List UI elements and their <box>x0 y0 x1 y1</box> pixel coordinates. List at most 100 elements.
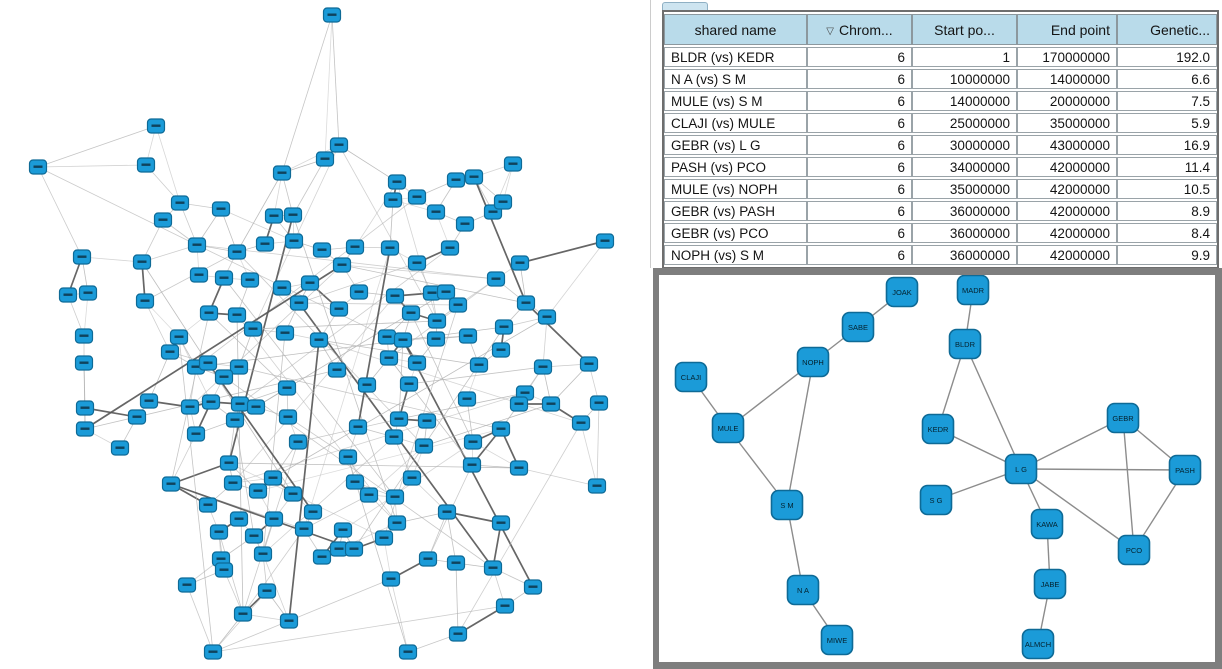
graph-node[interactable] <box>153 212 173 228</box>
graph-node[interactable] <box>127 409 147 425</box>
table-cell[interactable]: 42000000 <box>1017 179 1117 199</box>
graph-node-SABE[interactable]: SABE <box>841 311 875 343</box>
graph-edge[interactable] <box>239 247 451 405</box>
graph-edge[interactable] <box>298 302 459 306</box>
graph-edge[interactable] <box>368 445 425 496</box>
graph-node[interactable] <box>384 429 404 445</box>
graph-edge[interactable] <box>155 125 181 204</box>
table-cell[interactable]: 6 <box>807 223 912 243</box>
graph-node[interactable] <box>379 350 399 366</box>
graph-edge[interactable] <box>341 264 497 280</box>
graph-edge[interactable] <box>170 433 197 485</box>
table-row[interactable]: GEBR (vs) L G 6 30000000 43000000 16.9 <box>664 135 1217 155</box>
graph-edge[interactable] <box>223 376 494 569</box>
table-cell[interactable]: 6.6 <box>1117 69 1217 89</box>
graph-node[interactable] <box>329 541 349 557</box>
graph-node[interactable] <box>516 295 536 311</box>
table-cell[interactable]: 6 <box>807 201 912 221</box>
table-cell[interactable]: 6 <box>807 157 912 177</box>
table-row[interactable]: CLAJI (vs) MULE 6 25000000 35000000 5.9 <box>664 113 1217 133</box>
graph-node[interactable] <box>240 272 260 288</box>
column-header-start-po[interactable]: Start po... <box>912 14 1017 45</box>
graph-edge[interactable] <box>292 158 326 216</box>
graph-node[interactable] <box>383 192 403 208</box>
graph-node[interactable] <box>486 271 506 287</box>
graph-node[interactable] <box>272 280 292 296</box>
graph-edge[interactable] <box>546 240 606 318</box>
graph-node[interactable] <box>387 174 407 190</box>
graph-node[interactable] <box>136 157 156 173</box>
graph-edge[interactable] <box>338 144 438 322</box>
graph-node[interactable] <box>169 329 189 345</box>
graph-edge[interactable] <box>223 277 396 498</box>
graph-node[interactable] <box>407 255 427 271</box>
graph-node-LG[interactable]: L G <box>1004 453 1038 485</box>
graph-node[interactable] <box>426 204 446 220</box>
graph-node-KAWA[interactable]: KAWA <box>1030 508 1064 540</box>
graph-node[interactable] <box>571 415 591 431</box>
table-row[interactable]: MULE (vs) S M 6 14000000 20000000 7.5 <box>664 91 1217 111</box>
graph-edge[interactable] <box>212 578 392 653</box>
graph-edge[interactable] <box>427 511 448 560</box>
graph-node[interactable] <box>223 475 243 491</box>
graph-edge[interactable] <box>144 300 171 353</box>
graph-node-JOAK[interactable]: JOAK <box>885 276 919 308</box>
graph-node[interactable] <box>402 470 422 486</box>
table-cell[interactable]: BLDR (vs) KEDR <box>664 47 807 67</box>
graph-node[interactable] <box>503 156 523 172</box>
graph-node[interactable] <box>464 169 484 185</box>
graph-node[interactable] <box>219 455 239 471</box>
graph-node[interactable] <box>349 284 369 300</box>
graph-node-PASH[interactable]: PASH <box>1168 454 1202 486</box>
graph-node-GEBR[interactable]: GEBR <box>1106 402 1140 434</box>
graph-node[interactable] <box>458 328 478 344</box>
graph-node-CLAJI[interactable]: CLAJI <box>674 361 708 393</box>
graph-node[interactable] <box>579 356 599 372</box>
graph-node[interactable] <box>448 626 468 642</box>
table-row[interactable]: MULE (vs) NOPH 6 35000000 42000000 10.5 <box>664 179 1217 199</box>
table-cell[interactable]: MULE (vs) NOPH <box>664 179 807 199</box>
table-cell[interactable]: 42000000 <box>1017 245 1117 265</box>
table-cell[interactable]: CLAJI (vs) MULE <box>664 113 807 133</box>
graph-node[interactable] <box>523 579 543 595</box>
graph-node[interactable] <box>139 393 159 409</box>
graph-node[interactable] <box>462 457 482 473</box>
graph-edge[interactable] <box>170 462 230 485</box>
graph-node[interactable] <box>227 307 247 323</box>
table-cell[interactable]: 35000000 <box>912 179 1017 199</box>
graph-edge-GEBR-PCO[interactable] <box>1122 417 1135 551</box>
table-cell[interactable]: 34000000 <box>912 157 1017 177</box>
graph-node[interactable] <box>253 546 273 562</box>
table-cell[interactable]: 6 <box>807 245 912 265</box>
graph-node[interactable] <box>288 434 308 450</box>
graph-node[interactable] <box>74 328 94 344</box>
graph-node[interactable] <box>283 207 303 223</box>
graph-edge[interactable] <box>357 247 391 428</box>
graph-edge[interactable] <box>84 264 343 430</box>
graph-node-JABE[interactable]: JABE <box>1033 568 1067 600</box>
graph-edge[interactable] <box>186 584 214 653</box>
graph-edge[interactable] <box>338 144 398 183</box>
table-cell[interactable]: 14000000 <box>1017 69 1117 89</box>
graph-edge-LG-PCO[interactable] <box>1020 468 1135 551</box>
graph-edge[interactable] <box>234 419 255 537</box>
graph-node[interactable] <box>329 137 349 153</box>
graph-node-SG[interactable]: S G <box>919 484 953 516</box>
table-row[interactable]: PASH (vs) PCO 6 34000000 42000000 11.4 <box>664 157 1217 177</box>
graph-edge[interactable] <box>81 256 143 263</box>
graph-node[interactable] <box>263 470 283 486</box>
graph-node[interactable] <box>211 201 231 217</box>
graph-edge[interactable] <box>423 403 552 447</box>
graph-edge[interactable] <box>228 462 385 539</box>
graph-node[interactable] <box>332 257 352 273</box>
table-cell[interactable]: GEBR (vs) PASH <box>664 201 807 221</box>
graph-node[interactable] <box>244 528 264 544</box>
graph-edge[interactable] <box>281 14 333 174</box>
graph-edge[interactable] <box>232 295 396 484</box>
graph-node-SM[interactable]: S M <box>770 489 804 521</box>
graph-node[interactable] <box>491 515 511 531</box>
graph-node[interactable] <box>248 483 268 499</box>
graph-node[interactable] <box>457 391 477 407</box>
table-cell[interactable]: 6 <box>807 69 912 89</box>
graph-node[interactable] <box>417 413 437 429</box>
